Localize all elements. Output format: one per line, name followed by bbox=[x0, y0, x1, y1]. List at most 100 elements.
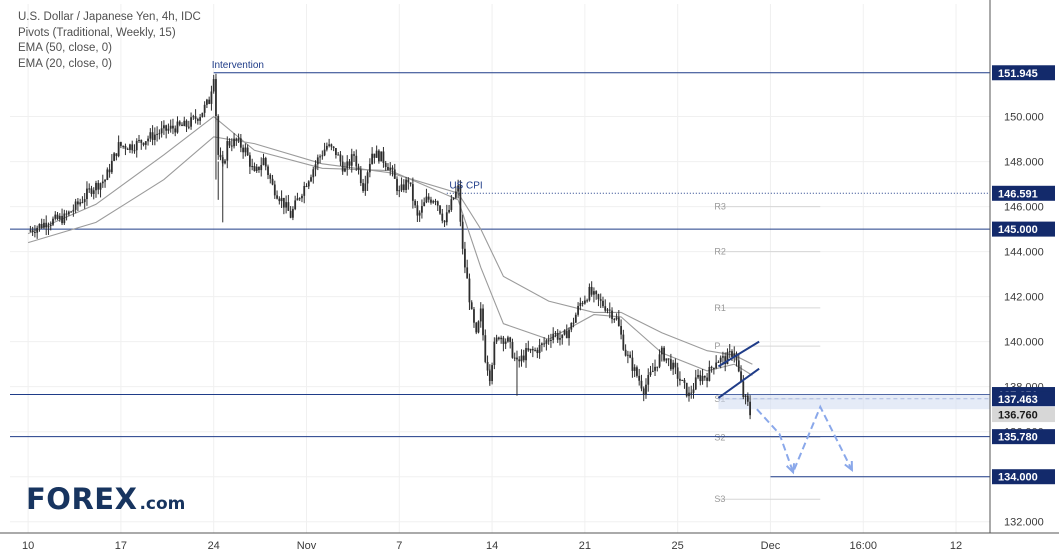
candle-body-92 bbox=[235, 138, 238, 141]
candle-body-247 bbox=[586, 300, 589, 302]
pivot-label-p: P bbox=[714, 341, 720, 351]
candle-body-296 bbox=[697, 374, 699, 378]
candle-body-93 bbox=[237, 138, 240, 141]
candle-body-105 bbox=[264, 158, 267, 167]
candle-body-251 bbox=[595, 291, 598, 295]
candle-body-274 bbox=[647, 375, 650, 385]
candle-body-162 bbox=[393, 169, 396, 179]
candle-body-55 bbox=[151, 132, 154, 140]
candle-body-73 bbox=[192, 116, 195, 118]
candle-body-218 bbox=[520, 355, 523, 362]
candle-body-96 bbox=[244, 147, 247, 153]
candle-body-49 bbox=[138, 139, 140, 141]
candle-body-299 bbox=[703, 376, 706, 378]
candle-body-277 bbox=[654, 366, 656, 371]
candle-body-124 bbox=[307, 181, 310, 187]
candle-body-120 bbox=[298, 198, 301, 200]
candle-body-308 bbox=[724, 356, 727, 365]
candle-body-11 bbox=[52, 218, 54, 225]
candle-body-284 bbox=[669, 359, 672, 370]
candle-body-202 bbox=[484, 335, 487, 362]
candle-body-177 bbox=[427, 196, 430, 200]
candle-body-139 bbox=[341, 161, 344, 172]
candle-body-33 bbox=[101, 181, 104, 184]
candle-body-122 bbox=[303, 185, 306, 196]
candle-body-45 bbox=[129, 144, 131, 150]
chart-grid bbox=[10, 4, 990, 533]
candle-body-173 bbox=[418, 212, 421, 216]
candle-body-126 bbox=[312, 169, 315, 178]
annotation-1: US CPI bbox=[449, 180, 482, 191]
candle-body-258 bbox=[611, 310, 613, 320]
candle-body-220 bbox=[525, 348, 527, 361]
candle-body-145 bbox=[355, 155, 358, 167]
candle-body-60 bbox=[163, 125, 165, 129]
candle-body-74 bbox=[194, 116, 197, 119]
price-axis-bg bbox=[990, 0, 1059, 560]
candle-body-130 bbox=[321, 155, 324, 157]
candle-body-57 bbox=[156, 133, 159, 135]
ema-lines bbox=[27, 115, 753, 376]
candle-body-183 bbox=[441, 213, 444, 221]
candle-body-273 bbox=[645, 384, 647, 395]
candle-body-16 bbox=[63, 213, 66, 224]
candle-body-167 bbox=[405, 179, 407, 190]
candle-body-248 bbox=[588, 286, 591, 301]
candle-body-107 bbox=[269, 174, 272, 179]
candle-body-153 bbox=[373, 153, 376, 158]
candle-body-187 bbox=[450, 199, 453, 210]
candle-body-198 bbox=[475, 322, 478, 333]
candle-body-278 bbox=[656, 366, 659, 368]
candle-body-67 bbox=[178, 121, 181, 125]
candle-body-236 bbox=[561, 334, 564, 339]
candle-body-180 bbox=[434, 201, 437, 203]
candle-body-148 bbox=[362, 183, 364, 191]
candle-body-281 bbox=[663, 347, 665, 361]
candle-body-94 bbox=[239, 138, 242, 148]
candle-body-127 bbox=[314, 164, 317, 170]
pivot-label-r2: R2 bbox=[714, 247, 726, 257]
projection-line bbox=[756, 404, 853, 475]
pivot-label-s3: S3 bbox=[714, 494, 725, 504]
candle-body-215 bbox=[513, 357, 516, 359]
candle-body-268 bbox=[633, 367, 636, 371]
candle-body-52 bbox=[144, 141, 147, 145]
candle-body-51 bbox=[142, 142, 145, 145]
candle-body-140 bbox=[344, 168, 346, 172]
candle-body-154 bbox=[375, 150, 378, 158]
candle-body-241 bbox=[572, 322, 575, 324]
candle-body-192 bbox=[461, 221, 464, 249]
candle-body-138 bbox=[339, 154, 342, 162]
candle-body-310 bbox=[728, 351, 731, 353]
candle-body-213 bbox=[509, 337, 512, 342]
candle-body-186 bbox=[448, 209, 450, 213]
legend-pivots: Pivots (Traditional, Weekly, 15) bbox=[18, 26, 176, 39]
candle-body-166 bbox=[402, 184, 405, 190]
candle-body-249 bbox=[590, 286, 593, 295]
candle-body-78 bbox=[203, 104, 206, 113]
candle-body-104 bbox=[262, 158, 265, 165]
candle-body-117 bbox=[292, 209, 294, 218]
candle-body-297 bbox=[699, 374, 702, 382]
candle-body-232 bbox=[552, 333, 555, 340]
candle-body-246 bbox=[583, 300, 586, 304]
candle-body-30 bbox=[95, 182, 97, 191]
candle-body-219 bbox=[522, 355, 525, 361]
candle-body-17 bbox=[65, 213, 68, 215]
candle-body-172 bbox=[416, 205, 419, 216]
candle-body-263 bbox=[622, 334, 625, 350]
candle-body-286 bbox=[674, 362, 677, 368]
candle-body-174 bbox=[421, 206, 423, 213]
x-tick-2: 24 bbox=[208, 540, 220, 552]
candle-body-283 bbox=[667, 358, 670, 360]
candle-body-119 bbox=[296, 198, 299, 201]
candle-body-221 bbox=[527, 348, 530, 351]
candle-body-41 bbox=[120, 142, 122, 146]
candle-body-264 bbox=[624, 349, 627, 356]
candle-body-3 bbox=[33, 231, 36, 233]
candle-body-224 bbox=[534, 349, 536, 351]
candle-body-291 bbox=[685, 382, 688, 397]
candle-body-163 bbox=[396, 178, 398, 192]
candle-body-262 bbox=[620, 325, 622, 335]
level-badge-6-text: 134.000 bbox=[998, 472, 1038, 484]
